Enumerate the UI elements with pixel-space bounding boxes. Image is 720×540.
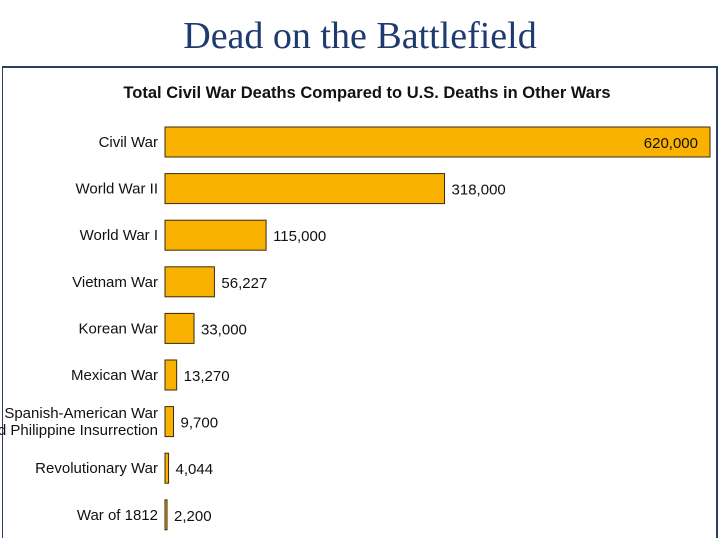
- value-label-5: 13,270: [184, 368, 230, 385]
- value-label-1: 318,000: [452, 182, 506, 199]
- bar-6: [164, 406, 175, 438]
- category-label-line: and Philippine Insurrection: [0, 422, 158, 439]
- category-label-line: World War II: [75, 181, 158, 198]
- value-label-3: 56,227: [221, 275, 267, 292]
- category-label-3: Vietnam War: [72, 274, 158, 291]
- bar-4: [164, 312, 195, 344]
- slide-title: Dead on the Battlefield: [183, 15, 537, 57]
- category-label-7: Revolutionary War: [35, 460, 158, 477]
- category-label-line: Civil War: [99, 134, 158, 151]
- category-label-line: Spanish-American War: [4, 405, 158, 422]
- category-label-line: Mexican War: [71, 367, 158, 384]
- bar-3: [164, 266, 215, 298]
- value-label-7: 4,044: [176, 461, 214, 478]
- chart-title: Total Civil War Deaths Compared to U.S. …: [123, 84, 610, 102]
- bars-group: Civil War 620,000 World War II 318,000 World…: [0, 126, 711, 531]
- value-label-2: 115,000: [273, 228, 326, 245]
- category-label-6: Spanish-American Warand Philippine Insur…: [0, 405, 158, 439]
- category-label-4: Korean War: [79, 320, 158, 337]
- category-label-line: Korean War: [79, 320, 158, 337]
- bar-5: [164, 359, 178, 391]
- category-label-8: War of 1812: [77, 507, 158, 524]
- category-label-line: Revolutionary War: [35, 460, 158, 477]
- category-label-line: World War I: [80, 227, 158, 244]
- bar-0: [164, 126, 711, 158]
- category-label-5: Mexican War: [71, 367, 158, 384]
- value-label-4: 33,000: [201, 321, 247, 338]
- category-label-line: Vietnam War: [72, 274, 158, 291]
- category-label-1: World War II: [75, 181, 158, 198]
- category-label-2: World War I: [80, 227, 158, 244]
- bar-1: [164, 173, 446, 205]
- bar-7: [164, 452, 170, 484]
- value-label-6: 9,700: [181, 415, 219, 432]
- bar-8: [164, 499, 168, 531]
- category-label-line: War of 1812: [77, 507, 158, 524]
- bar-2: [164, 219, 267, 251]
- value-label-0: 620,000: [644, 135, 698, 152]
- value-label-8: 2,200: [174, 508, 212, 525]
- category-label-0: Civil War: [99, 134, 158, 151]
